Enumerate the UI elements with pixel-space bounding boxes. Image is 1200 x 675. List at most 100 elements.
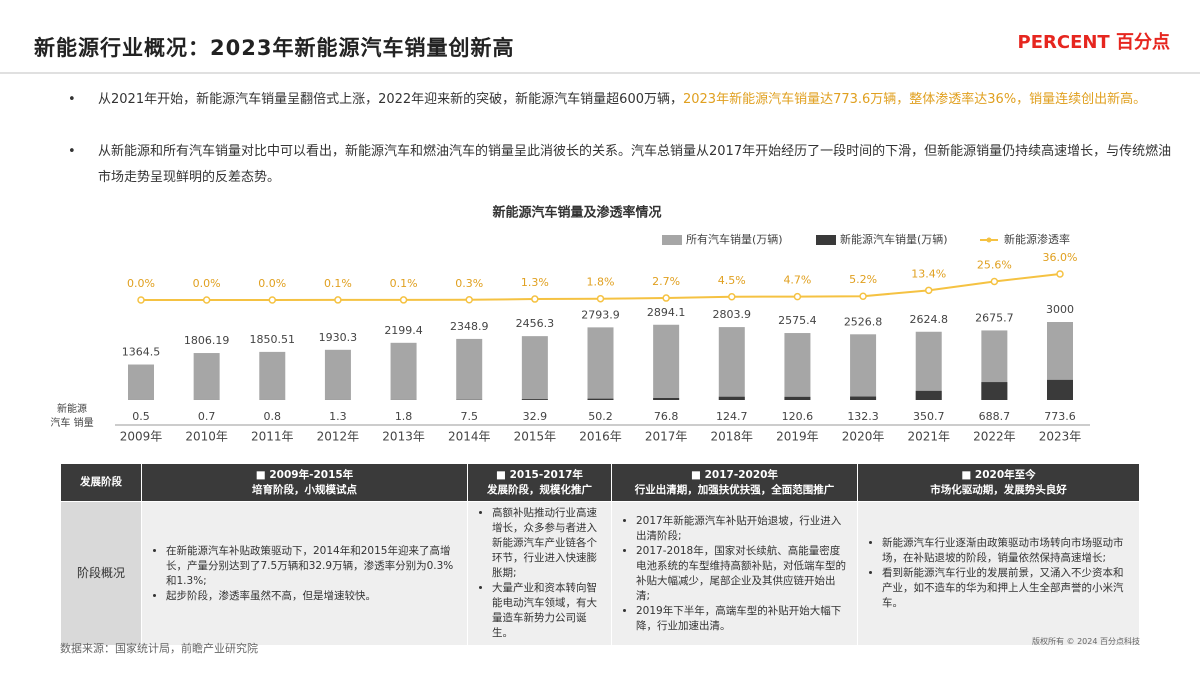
data-label: 688.7	[979, 410, 1011, 423]
x-tick-label: 2014年	[448, 430, 491, 444]
bullet-text: 从2021年开始，新能源汽车销量呈翻倍式上涨，2022年迎来新的突破，新能源汽车…	[98, 92, 683, 107]
cell-item: 新能源汽车行业逐渐由政策驱动市场转向市场驱动市场，在补贴退坡的阶段，销量依然保持…	[882, 536, 1129, 566]
bar	[718, 396, 745, 400]
data-label: 1930.3	[319, 331, 358, 344]
data-label: 773.6	[1044, 410, 1076, 423]
legend-label: 所有汽车销量(万辆)	[686, 232, 783, 246]
data-label: 0.7	[198, 410, 216, 423]
source: 数据来源：国家统计局，前瞻产业研究院	[60, 642, 258, 655]
data-label: 0.0%	[193, 277, 221, 290]
x-tick-label: 2013年	[382, 430, 425, 444]
bar	[1047, 379, 1073, 400]
data-label: 13.4%	[911, 267, 946, 280]
x-tick-label: 2015年	[514, 430, 557, 444]
bar	[981, 382, 1008, 400]
bar	[324, 349, 351, 400]
line-point	[859, 292, 867, 300]
bar	[718, 327, 745, 400]
data-label: 5.2%	[849, 273, 877, 286]
line-point	[268, 296, 277, 304]
bar	[653, 398, 680, 400]
x-tick-label: 2011年	[251, 430, 294, 444]
line-point	[531, 295, 539, 303]
data-label: 0.0%	[258, 277, 286, 290]
cell-list: 新能源汽车行业逐渐由政策驱动市场转向市场驱动市场，在补贴退坡的阶段，销量依然保持…	[868, 536, 1129, 611]
cell-list: 在新能源汽车补贴政策驱动下，2014年和2015年迎来了高增长，产量分别达到了7…	[152, 544, 457, 604]
line-point	[399, 296, 408, 304]
phase-stage: 市场化驱动期，发展势头良好	[930, 483, 1067, 496]
data-label: 2456.3	[516, 317, 555, 330]
phase-cell: 新能源汽车行业逐渐由政策驱动市场转向市场驱动市场，在补贴退坡的阶段，销量依然保持…	[857, 501, 1140, 646]
logo-en: PERCENT	[1017, 32, 1110, 53]
phase-cell: 高额补贴推动行业高速增长，众多参与者进入新能源汽车产业链各个环节，行业进入快速膨…	[467, 501, 612, 646]
phase-cell: 2017年新能源汽车补贴开始退坡，行业进入出清阶段;2017-2018年，国家对…	[611, 501, 858, 646]
chart: 新能源汽车销量及渗透率情况 新能源 汽车 销量 所有汽车销量(万辆) 新能源汽车销…	[50, 205, 1090, 444]
bullet-highlight: 2023年新能源汽车销量达773.6万辆，整体渗透率达36%，销量连续创出新高。	[682, 92, 1147, 107]
data-label: 350.7	[913, 410, 945, 423]
bar	[915, 390, 942, 400]
data-label: 0.3%	[455, 277, 483, 290]
data-label: 50.2	[588, 410, 613, 423]
bar	[390, 342, 417, 400]
cell-item: 大量产业和资本转向智能电动汽车领域，有大量造车新势力公司诞生。	[492, 581, 601, 641]
bullet: 从新能源和所有汽车销量对比中可以看出，新能源汽车和燃油汽车的销量呈此消彼长的关系…	[68, 139, 1178, 191]
x-tick-label: 2019年	[776, 430, 819, 444]
logo: PERCENT 百分点	[1018, 28, 1170, 54]
row-label: 阶段概况	[60, 501, 142, 646]
phase-stage: 发展阶段，规模化推广	[487, 483, 592, 496]
data-label: 76.8	[654, 410, 679, 423]
bar	[587, 398, 614, 400]
bar	[456, 338, 483, 400]
logo-cn: 百分点	[1116, 32, 1170, 53]
row-label: 汽车 销量	[50, 416, 93, 429]
bar	[784, 333, 811, 400]
bar	[521, 336, 548, 400]
x-tick-label: 2010年	[185, 430, 228, 444]
phase-stage: 培育阶段，小规模试点	[252, 483, 357, 496]
bar	[193, 353, 220, 400]
cell-item: 2017年新能源汽车补贴开始退坡，行业进入出清阶段;	[636, 514, 847, 544]
line-point	[1056, 270, 1064, 278]
data-label: 1.8	[395, 410, 413, 423]
bar	[915, 331, 942, 400]
line-point	[662, 294, 670, 302]
data-label: 1.3	[329, 410, 347, 423]
x-tick-label: 2018年	[711, 430, 754, 444]
data-label: 2675.7	[975, 311, 1014, 324]
x-tick-label: 2020年	[842, 430, 885, 444]
data-label: 36.0%	[1043, 251, 1078, 264]
data-label: 0.5	[132, 410, 150, 423]
phase-cell: 在新能源汽车补贴政策驱动下，2014年和2015年迎来了高增长，产量分别达到了7…	[141, 501, 468, 646]
data-label: 3000	[1046, 303, 1074, 316]
data-label: 2348.9	[450, 320, 489, 333]
data-label: 2803.9	[713, 308, 752, 321]
data-label: 0.1%	[324, 277, 352, 290]
copyright: 版权所有 © 2024 百分点科技	[1032, 637, 1140, 646]
line-point	[465, 296, 473, 304]
data-label: 25.6%	[977, 259, 1012, 272]
data-label: 2793.9	[581, 308, 620, 321]
legend-swatch	[986, 237, 992, 243]
data-label: 7.5	[460, 410, 478, 423]
data-label: 0.0%	[127, 277, 155, 290]
legend-swatch	[662, 235, 682, 245]
data-label: 1364.5	[122, 346, 161, 359]
data-label: 2526.8	[844, 315, 883, 328]
x-tick-label: 2009年	[120, 430, 163, 444]
phase-period: 2017-2020年	[616, 468, 853, 483]
data-label: 4.5%	[718, 274, 746, 287]
cell-item: 高额补贴推动行业高速增长，众多参与者进入新能源汽车产业链各个环节，行业进入快速膨…	[492, 506, 601, 581]
bar	[521, 399, 548, 400]
data-label: 132.3	[847, 410, 879, 423]
data-label: 1.8%	[587, 276, 615, 289]
bar	[850, 334, 877, 400]
data-label: 0.1%	[390, 277, 418, 290]
data-label: 2624.8	[909, 313, 948, 326]
bar	[653, 324, 680, 400]
phase-period: 2015-2017年	[472, 468, 607, 483]
data-label: 0.8	[264, 410, 282, 423]
legend-swatch	[816, 235, 836, 245]
bar	[784, 396, 811, 400]
